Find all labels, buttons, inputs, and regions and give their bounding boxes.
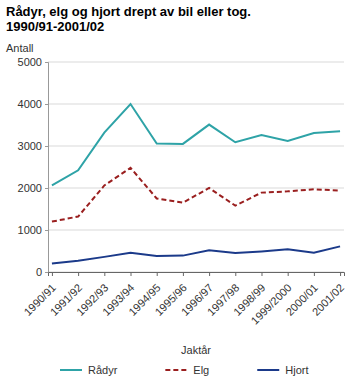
y-tick-mark bbox=[45, 230, 48, 231]
y-tick-label: 1000 bbox=[18, 224, 42, 236]
x-tick-mark bbox=[183, 272, 184, 276]
x-axis: 1990/911991/921992/931993/941994/951995/… bbox=[21, 272, 346, 327]
legend-swatch bbox=[257, 369, 279, 371]
x-tick-mark bbox=[104, 272, 105, 276]
x-tick-mark bbox=[340, 272, 341, 276]
title-line: Rådyr, elg og hjort drept av bil eller t… bbox=[6, 4, 251, 19]
y-tick-label: 2000 bbox=[18, 182, 42, 194]
y-tick-mark bbox=[45, 104, 48, 105]
legend-item: Hjort bbox=[257, 364, 308, 376]
grid-line bbox=[48, 104, 344, 105]
x-tick: 2001/02 bbox=[310, 272, 347, 318]
lines bbox=[52, 104, 340, 264]
y-tick-label: 4000 bbox=[18, 98, 42, 110]
x-tick-mark bbox=[209, 272, 210, 276]
y-tick: 4000 bbox=[18, 98, 48, 110]
legend-label: Hjort bbox=[285, 364, 308, 376]
legend-label: Rådyr bbox=[88, 364, 118, 376]
grid-line bbox=[48, 146, 344, 147]
x-axis-title: Jaktår bbox=[181, 344, 211, 356]
y-tick: 3000 bbox=[18, 140, 48, 152]
legend-swatch bbox=[165, 369, 187, 371]
y-tick-label: 5000 bbox=[18, 56, 42, 68]
chart: Rådyr, elg og hjort drept av bil eller t… bbox=[0, 0, 356, 384]
y-tick-label: 0 bbox=[36, 266, 42, 278]
series-line bbox=[52, 246, 340, 263]
y-axis-title: Antall bbox=[6, 42, 34, 54]
x-tick-mark bbox=[52, 272, 53, 276]
y-axis-line bbox=[45, 63, 49, 273]
x-tick-label: 2001/02 bbox=[310, 281, 347, 318]
grid-line bbox=[48, 188, 344, 189]
plot: 0 1000 2000 3000 4000 5000 1990/911991/921992/… bbox=[18, 56, 347, 327]
title: Rådyr, elg og hjort drept av bil eller t… bbox=[6, 4, 251, 34]
x-tick-mark bbox=[235, 272, 236, 276]
series-line bbox=[52, 104, 340, 185]
x-tick-mark bbox=[288, 272, 289, 276]
y-tick-mark bbox=[45, 62, 48, 63]
y-tick-mark bbox=[45, 272, 48, 273]
y-tick: 1000 bbox=[18, 224, 48, 236]
x-tick-label: 1999/2000 bbox=[249, 281, 294, 326]
y-tick-label: 3000 bbox=[18, 140, 42, 152]
y-tick: 2000 bbox=[18, 182, 48, 194]
title-line: 1990/91-2001/02 bbox=[6, 19, 104, 34]
grid-line bbox=[48, 230, 344, 231]
x-tick-mark bbox=[78, 272, 79, 276]
grid bbox=[48, 62, 344, 272]
y-tick: 5000 bbox=[18, 56, 48, 68]
y-tick-mark bbox=[45, 188, 48, 189]
x-tick-mark bbox=[314, 272, 315, 276]
legend-swatch bbox=[60, 369, 82, 371]
x-tick: 1999/2000 bbox=[249, 272, 294, 327]
x-axis-line bbox=[49, 273, 345, 277]
legend: Rådyr Elg Hjort bbox=[60, 364, 308, 376]
legend-item: Elg bbox=[165, 364, 209, 376]
y-axis: 0 1000 2000 3000 4000 5000 bbox=[18, 56, 49, 278]
series-line bbox=[52, 168, 340, 222]
legend-item: Rådyr bbox=[60, 364, 118, 376]
x-tick-mark bbox=[131, 272, 132, 276]
legend-label: Elg bbox=[193, 364, 209, 376]
x-tick-mark bbox=[157, 272, 158, 276]
y-tick: 0 bbox=[36, 266, 48, 278]
grid-line bbox=[48, 62, 344, 63]
x-tick-mark bbox=[261, 272, 262, 276]
y-tick-mark bbox=[45, 146, 48, 147]
